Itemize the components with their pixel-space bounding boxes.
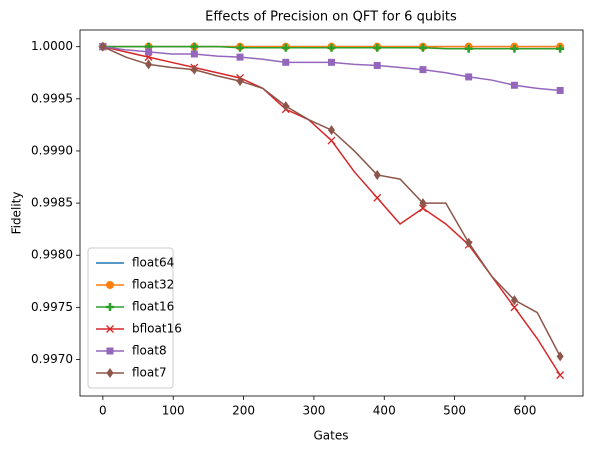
chart-title: Effects of Precision on QFT for 6 qubits: [205, 10, 457, 25]
marker: [327, 136, 336, 145]
marker: [510, 44, 519, 53]
legend-label: float7: [132, 366, 167, 380]
y-tick-label: 0.9975: [31, 300, 73, 314]
marker: [281, 43, 290, 52]
marker: [464, 44, 473, 53]
marker: [373, 43, 382, 52]
marker: [106, 281, 114, 289]
marker: [556, 371, 565, 380]
marker: [145, 48, 153, 56]
marker: [465, 237, 473, 248]
legend-label: bfloat16: [132, 322, 182, 336]
marker: [510, 295, 518, 306]
plot-area: [98, 41, 565, 380]
y-tick-label: 0.9995: [31, 91, 73, 105]
marker: [327, 43, 336, 52]
marker: [418, 204, 427, 213]
legend-label: float64: [132, 256, 174, 270]
marker: [99, 41, 107, 52]
y-tick-label: 0.9985: [31, 196, 73, 210]
legend-label: float16: [132, 300, 174, 314]
marker: [145, 59, 153, 70]
plot-frame: [79, 29, 584, 397]
x-tick-label: 300: [302, 404, 325, 418]
marker: [236, 53, 244, 61]
x-tick-label: 500: [443, 404, 466, 418]
x-axis-label: Gates: [314, 429, 349, 443]
marker: [282, 58, 290, 66]
marker: [419, 198, 427, 209]
marker: [328, 125, 335, 136]
marker: [190, 64, 198, 75]
y-tick-label: 0.9980: [31, 248, 73, 262]
x-tick-label: 0: [99, 404, 107, 418]
marker: [510, 81, 518, 89]
marker: [373, 169, 381, 180]
marker: [556, 351, 564, 362]
marker: [556, 86, 564, 94]
marker: [282, 101, 290, 112]
legend-label: float8: [132, 344, 167, 358]
y-tick-label: 0.9970: [31, 352, 73, 366]
marker: [106, 347, 114, 355]
line: [102, 45, 561, 92]
y-tick-label: 0.9990: [31, 143, 73, 157]
marker: [419, 66, 427, 74]
marker: [190, 42, 199, 51]
x-tick-label: 200: [232, 404, 255, 418]
marker: [418, 43, 427, 52]
marker: [556, 44, 565, 53]
marker: [190, 50, 198, 58]
x-tick-label: 400: [373, 404, 396, 418]
marker: [465, 73, 473, 81]
marker: [510, 303, 519, 312]
marker: [236, 43, 245, 52]
marker: [328, 58, 335, 66]
y-tick-label: 1.0000: [31, 39, 73, 53]
x-tick-label: 600: [514, 404, 537, 418]
marker: [236, 76, 244, 87]
legend-label: float32: [132, 278, 174, 292]
y-axis-label: Fidelity: [10, 192, 24, 235]
marker: [106, 368, 114, 378]
x-tick-label: 100: [162, 404, 185, 418]
marker: [373, 61, 381, 69]
marker: [106, 325, 114, 333]
marker: [373, 193, 382, 202]
marker: [106, 303, 114, 311]
